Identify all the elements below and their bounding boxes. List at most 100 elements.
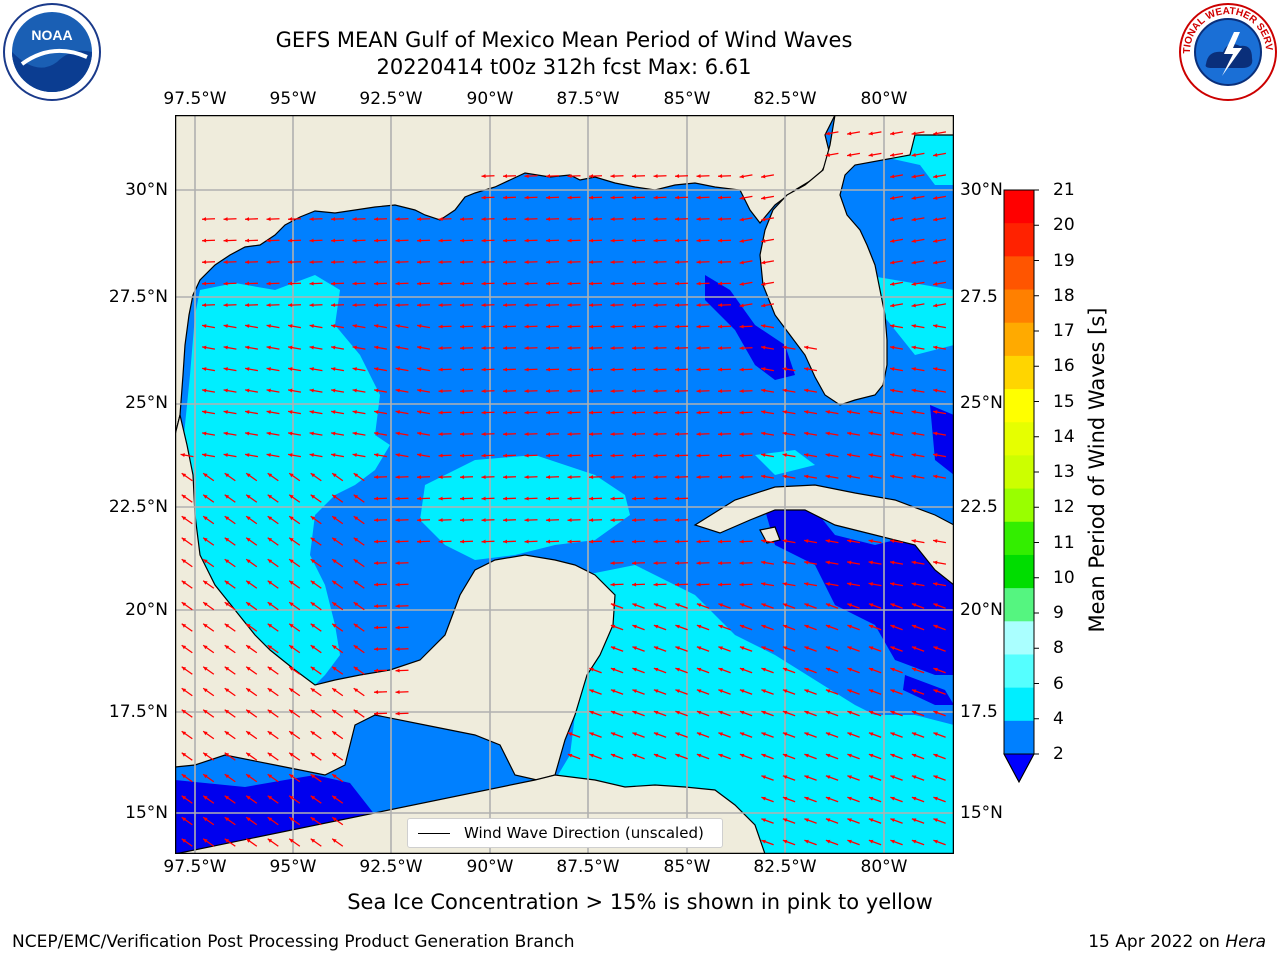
- wind-wave-arrowhead: [911, 560, 916, 565]
- wind-wave-arrowhead: [761, 818, 766, 823]
- wind-wave-arrowhead: [289, 817, 294, 822]
- wind-wave-arrowhead: [890, 603, 895, 608]
- wind-wave-arrowhead: [203, 623, 208, 628]
- colorbar-segment: [1004, 422, 1034, 456]
- wind-wave-arrowhead: [804, 646, 809, 651]
- wind-wave-arrowhead: [589, 475, 594, 480]
- wind-wave-arrowhead: [567, 496, 572, 501]
- wind-wave-arrowhead: [890, 174, 895, 179]
- wind-wave-arrowhead: [332, 817, 337, 822]
- wind-wave-arrowhead: [933, 689, 938, 694]
- wind-wave-arrowhead: [696, 238, 701, 243]
- wind-wave-arrowhead: [332, 838, 337, 843]
- wind-wave-arrowhead: [653, 710, 659, 715]
- wind-wave-arrowhead: [825, 131, 830, 136]
- lon-tick-top: 80°W: [860, 89, 908, 109]
- wind-wave-arrowhead: [395, 496, 400, 501]
- wind-wave-arrowhead: [804, 367, 809, 372]
- wind-wave-arrowhead: [911, 260, 916, 265]
- wind-wave-arrowhead: [202, 260, 207, 265]
- wind-wave-arrowhead: [782, 582, 787, 587]
- wind-wave-arrowhead: [911, 839, 917, 844]
- wind-wave-arrowhead: [890, 732, 895, 737]
- wind-wave-arrowhead: [610, 753, 616, 758]
- wind-wave-arrowhead: [267, 602, 273, 607]
- wind-wave-arrowhead: [374, 561, 379, 566]
- wind-wave-arrowhead: [825, 796, 831, 801]
- wind-wave-arrowhead: [503, 432, 508, 437]
- wind-wave-arrowhead: [696, 710, 702, 715]
- wind-wave-arrowhead: [203, 602, 208, 607]
- wind-wave-arrowhead: [675, 432, 680, 437]
- legend-label: Wind Wave Direction (unscaled): [464, 824, 704, 842]
- wind-wave-arrowhead: [632, 217, 637, 222]
- wind-wave-arrowhead: [332, 537, 337, 542]
- wind-wave-arrowhead: [696, 217, 701, 222]
- wind-wave-arrowhead: [933, 431, 938, 436]
- wind-wave-arrowhead: [546, 410, 551, 415]
- wind-wave-arrowhead: [825, 753, 831, 758]
- wind-wave-arrowhead: [266, 281, 271, 286]
- wind-wave-arrowhead: [804, 667, 809, 672]
- wind-wave-arrowhead: [503, 303, 508, 308]
- wind-wave-arrowhead: [266, 410, 271, 415]
- wind-wave-arrowhead: [181, 494, 187, 499]
- wind-wave-arrowhead: [739, 539, 744, 544]
- wind-wave-arrowhead: [718, 432, 723, 437]
- wind-wave-arrowhead: [481, 303, 486, 308]
- colorbar-tick-label: 9: [1053, 603, 1064, 623]
- wind-wave-arrowhead: [804, 796, 809, 801]
- wind-wave-arrowhead: [267, 709, 273, 714]
- wind-wave-arrowhead: [933, 560, 938, 565]
- wind-wave-arrowhead: [567, 324, 572, 329]
- wind-wave-arrowhead: [718, 667, 723, 672]
- wind-wave-arrowhead: [289, 838, 294, 843]
- wind-wave-arrowhead: [567, 539, 572, 544]
- wind-wave-arrowhead: [417, 453, 422, 458]
- wind-wave-arrowhead: [332, 559, 337, 564]
- wind-wave-arrowhead: [718, 624, 723, 629]
- wind-wave-arrowhead: [353, 688, 359, 693]
- wind-wave-arrowhead: [353, 709, 359, 714]
- wind-wave-arrowhead: [890, 260, 895, 265]
- wind-wave-arrowhead: [309, 345, 314, 350]
- wind-wave-arrowhead: [224, 559, 230, 564]
- wind-wave-arrowhead: [696, 324, 701, 329]
- wind-wave-arrowhead: [331, 367, 336, 372]
- wind-wave-arrowhead: [288, 238, 293, 243]
- wind-wave-arrowhead: [911, 624, 917, 629]
- wind-wave-arrowhead: [503, 539, 508, 544]
- lat-tick-right: 15°N: [960, 803, 1003, 823]
- wind-wave-arrowhead: [825, 624, 831, 629]
- lon-tick-bottom: 80°W: [860, 857, 908, 877]
- wind-wave-arrowhead: [331, 238, 336, 243]
- wind-wave-arrowhead: [739, 346, 744, 351]
- wind-wave-arrowhead: [288, 217, 293, 222]
- wind-wave-arrowhead: [245, 345, 250, 350]
- wind-wave-arrowhead: [374, 324, 379, 329]
- wind-wave-arrowhead: [309, 238, 314, 243]
- wind-wave-arrowhead: [438, 324, 443, 329]
- wind-wave-arrowhead: [589, 303, 594, 308]
- wind-wave-arrowhead: [374, 260, 379, 265]
- colorbar-segment: [1004, 488, 1034, 523]
- wind-wave-arrowhead: [911, 131, 916, 136]
- wind-wave-arrowhead: [223, 281, 228, 286]
- wind-wave-arrowhead: [718, 410, 723, 415]
- wind-wave-arrowhead: [203, 774, 208, 779]
- wind-wave-arrowhead: [352, 303, 357, 308]
- wind-wave-arrowhead: [782, 818, 788, 823]
- wind-wave-arrowhead: [847, 710, 852, 715]
- wind-wave-arrowhead: [202, 367, 207, 372]
- wind-wave-arrowhead: [223, 238, 228, 243]
- wind-wave-arrowhead: [245, 238, 250, 243]
- wind-wave-arrowhead: [374, 518, 379, 523]
- wind-wave-arrowhead: [675, 281, 680, 286]
- wind-wave-arrowhead: [546, 453, 551, 458]
- wind-wave-arrowhead: [718, 367, 723, 372]
- wind-wave-arrowhead: [417, 539, 422, 544]
- lon-tick-top: 87.5°W: [556, 89, 620, 109]
- wind-wave-arrowhead: [718, 453, 723, 458]
- lat-tick-left: 17.5°N: [108, 702, 168, 722]
- wind-wave-arrowhead: [438, 281, 443, 286]
